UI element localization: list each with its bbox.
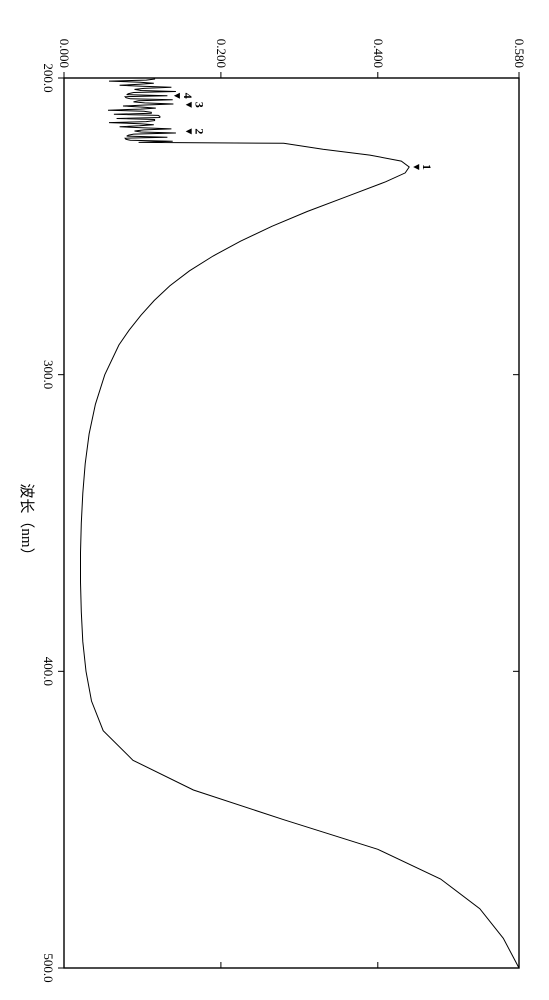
peak-label: 4 — [181, 93, 195, 99]
y-tick-label: 0.400 — [371, 39, 386, 68]
x-tick-label: 200.0 — [41, 63, 56, 92]
spectrum-chart: 200.0 300.0 400.0 500.0 0.000 0.200 0.400 0.580… — [0, 0, 549, 1000]
y-tick-label: 0.000 — [57, 39, 72, 68]
y-tick-label: 0.580 — [512, 39, 527, 68]
peak-label: 3 — [193, 102, 207, 108]
peak-label: 2 — [193, 128, 207, 134]
x-axis-label: 波长（nm） — [18, 483, 35, 562]
x-tick-label: 300.0 — [41, 360, 56, 389]
x-tick-label: 400.0 — [41, 657, 56, 686]
y-tick-label: 0.200 — [214, 39, 229, 68]
x-tick-label: 500.0 — [41, 953, 56, 982]
peak-label: 1 — [420, 164, 434, 170]
